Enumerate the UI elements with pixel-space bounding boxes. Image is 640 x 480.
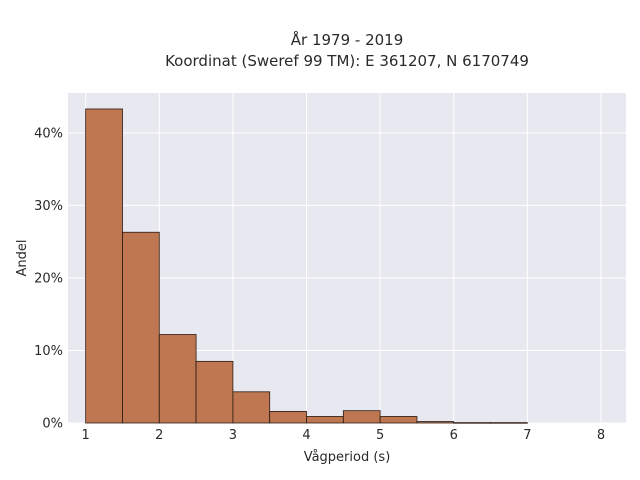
- histogram-bar: [306, 416, 344, 424]
- y-tick-label: 10%: [34, 344, 63, 359]
- histogram-bar: [453, 422, 491, 424]
- histogram-bar: [158, 334, 197, 424]
- x-tick-label: 5: [376, 428, 384, 443]
- x-tick-label: 1: [82, 428, 90, 443]
- histogram-bar: [490, 422, 528, 424]
- x-tick-label: 7: [523, 428, 531, 443]
- histogram-bar: [269, 410, 307, 424]
- histogram-bar: [379, 416, 418, 424]
- histogram-bar: [416, 421, 455, 424]
- chart-title-line-2: Koordinat (Sweref 99 TM): E 361207, N 61…: [165, 52, 529, 70]
- histogram-bar: [232, 391, 271, 424]
- chart-title-line-1: År 1979 - 2019: [291, 30, 404, 49]
- x-tick-label: 3: [229, 428, 237, 443]
- histogram-bar: [195, 360, 234, 424]
- y-tick-label: 0%: [42, 417, 63, 432]
- x-tick-label: 4: [302, 428, 310, 443]
- x-tick-label: 8: [597, 428, 605, 443]
- y-axis-label: Andel: [15, 240, 30, 277]
- x-tick-labels: 1 2 3 4 5 6 7 8: [82, 428, 606, 443]
- y-tick-label: 20%: [34, 271, 63, 286]
- x-tick-label: 2: [155, 428, 163, 443]
- histogram-bars: [85, 108, 528, 424]
- y-tick-label: 30%: [34, 199, 63, 214]
- histogram-bar: [122, 231, 160, 424]
- histogram-bar: [342, 410, 381, 424]
- x-axis-label: Vågperiod (s): [304, 450, 391, 465]
- y-tick-labels: 0% 10% 20% 30% 40%: [34, 126, 63, 431]
- histogram-bar: [85, 108, 123, 424]
- x-tick-label: 6: [450, 428, 458, 443]
- y-tick-label: 40%: [34, 126, 63, 141]
